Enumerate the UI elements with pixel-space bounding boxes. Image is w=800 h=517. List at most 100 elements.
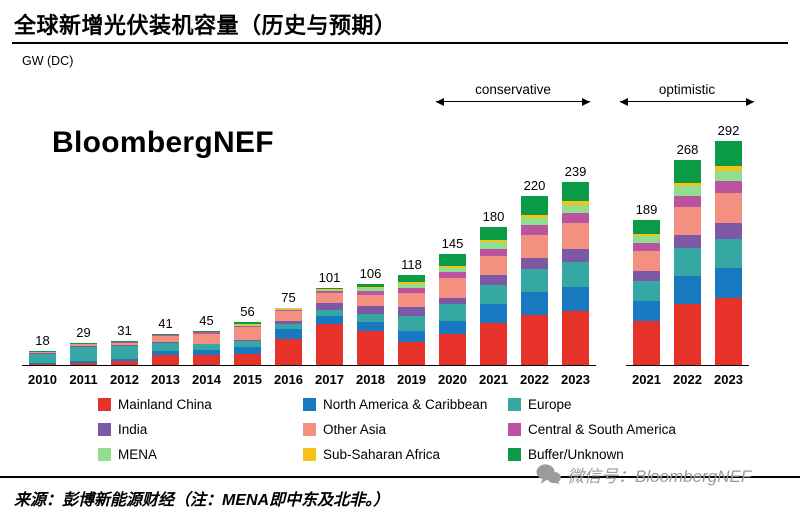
- bar-segment: [357, 294, 384, 307]
- bar-segment: [674, 207, 701, 235]
- bar-segment: [111, 342, 138, 346]
- bar-segment: [633, 320, 660, 365]
- bar-segment: [480, 322, 507, 365]
- bar-total-label: 101: [318, 269, 341, 285]
- bar-segment: [398, 331, 425, 342]
- bar-segment: [674, 248, 701, 277]
- legend-label: Buffer/Unknown: [528, 446, 624, 462]
- y-axis-unit-label: GW (DC): [22, 54, 74, 68]
- legend-item: Other Asia: [303, 421, 508, 437]
- legend-item: Central & South America: [508, 421, 728, 437]
- legend-label: Central & South America: [528, 421, 676, 437]
- stacked-bar: [674, 159, 701, 365]
- bar-total-label: 220: [523, 178, 546, 194]
- bar-segment: [193, 350, 220, 356]
- bar-slot: 31 2012: [104, 115, 145, 387]
- legend-item: India: [98, 421, 303, 437]
- stacked-bar: [111, 341, 138, 365]
- bar-segment: [480, 303, 507, 323]
- bar-total-label: 41: [158, 315, 173, 331]
- double-arrow-icon: [620, 97, 754, 106]
- bar-segment: [521, 225, 548, 235]
- bar-slot: 106 2018: [350, 115, 391, 387]
- bar-segment: [357, 286, 384, 288]
- bar-slot: 268 2022: [667, 115, 708, 387]
- bar-segment: [715, 171, 742, 182]
- bar-wrap: 45: [186, 115, 227, 365]
- bar-wrap: 18: [22, 115, 63, 365]
- bar-segment: [275, 307, 302, 309]
- bar-segment: [439, 278, 466, 298]
- legend-swatch: [303, 447, 316, 461]
- bar-segment: [316, 290, 343, 293]
- legend-label: MENA: [118, 446, 158, 462]
- bar-segment: [715, 193, 742, 224]
- bar-segment: [398, 306, 425, 316]
- bar-total-label: 189: [635, 202, 658, 218]
- bar-segment: [234, 353, 261, 365]
- legend-item: Buffer/Unknown: [508, 446, 728, 462]
- x-axis-year-label: 2023: [561, 372, 590, 387]
- x-axis-year-label: 2010: [28, 372, 57, 387]
- bar-segment: [70, 342, 97, 344]
- bar-segment: [633, 236, 660, 244]
- bar-segment: [715, 141, 742, 167]
- stacked-bar: [633, 220, 660, 365]
- bar-segment: [234, 327, 261, 340]
- x-axis-year-label: 2022: [520, 372, 549, 387]
- optimistic-scenario-text: optimistic: [658, 82, 716, 97]
- legend-item: MENA: [98, 446, 303, 462]
- bar-segment: [234, 325, 261, 328]
- x-axis-year-label: 2015: [233, 372, 262, 387]
- bar-segment: [562, 204, 589, 214]
- bar-segment: [521, 257, 548, 270]
- stacked-bar: [316, 287, 343, 365]
- bar-total-label: 180: [482, 209, 505, 225]
- bar-segment: [439, 320, 466, 335]
- double-arrow-icon: [436, 97, 590, 106]
- bar-segment: [29, 363, 56, 365]
- bar-segment: [275, 308, 302, 310]
- x-axis-year-label: 2011: [69, 372, 98, 387]
- x-axis-year-label: 2020: [438, 372, 467, 387]
- bar-segment: [357, 287, 384, 291]
- bar-segment: [70, 362, 97, 365]
- bar-slot: 239 2023: [555, 115, 596, 387]
- legend-label: Mainland China: [118, 396, 212, 412]
- bar-segment: [562, 261, 589, 287]
- bar-total-label: 106: [359, 265, 382, 281]
- bar-segment: [715, 238, 742, 269]
- bar-segment: [193, 344, 220, 351]
- legend-item: North America & Caribbean: [303, 396, 508, 412]
- legend-swatch: [508, 422, 521, 436]
- bar-segment: [234, 341, 261, 348]
- legend-swatch: [303, 422, 316, 436]
- bar-segment: [357, 313, 384, 323]
- x-axis-year-label: 2019: [397, 372, 426, 387]
- bar-segment: [521, 269, 548, 293]
- bar-segment: [357, 283, 384, 287]
- x-axis-year-label: 2022: [673, 372, 702, 387]
- bar-segment: [562, 181, 589, 201]
- wechat-icon: [536, 463, 561, 486]
- bar-segment: [275, 311, 302, 322]
- bar-segment: [562, 223, 589, 249]
- bar-segment: [562, 286, 589, 312]
- bar-segment: [480, 242, 507, 249]
- legend-swatch: [303, 397, 316, 411]
- bar-segment: [316, 309, 343, 316]
- x-axis-year-label: 2021: [479, 372, 508, 387]
- bar-wrap: 75: [268, 115, 309, 365]
- bar-total-label: 75: [281, 289, 296, 305]
- bar-total-label: 56: [240, 304, 255, 320]
- conservative-scenario-annotation: conservative: [436, 82, 590, 106]
- x-axis-year-label: 2013: [151, 372, 180, 387]
- bar-segment: [398, 274, 425, 283]
- legend-swatch: [508, 447, 521, 461]
- bar-segment: [480, 275, 507, 285]
- bar-segment: [111, 342, 138, 343]
- bar-segment: [633, 280, 660, 301]
- legend-item: Europe: [508, 396, 728, 412]
- legend-label: Other Asia: [323, 421, 387, 437]
- bar-segment: [152, 335, 179, 343]
